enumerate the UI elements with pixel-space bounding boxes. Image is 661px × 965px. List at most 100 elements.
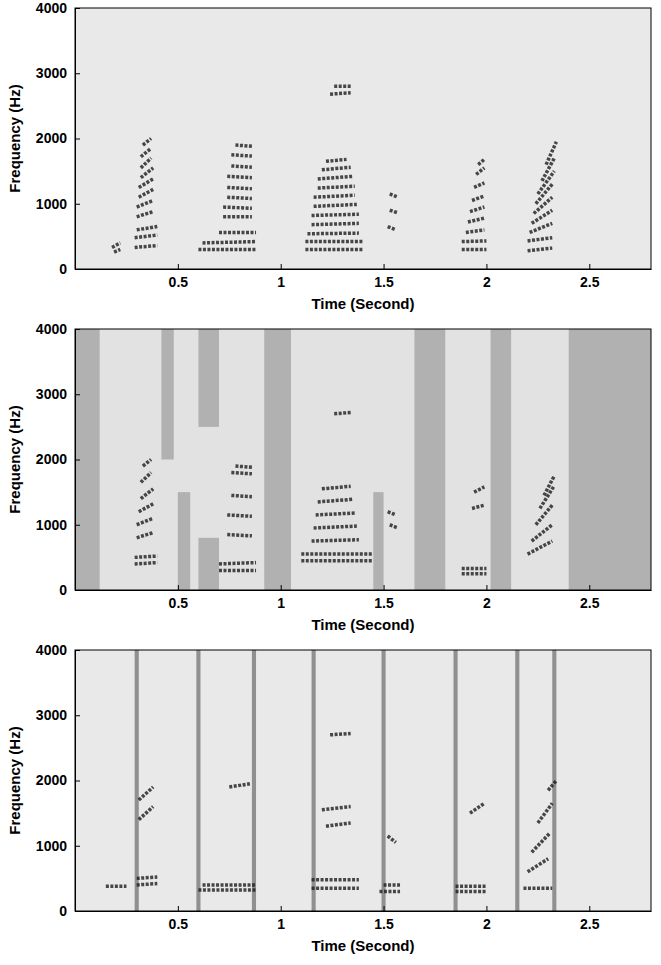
harmonic-streak <box>530 223 553 232</box>
x-tick: 1 <box>277 264 285 290</box>
plot-frame <box>75 650 651 911</box>
y-tick: 1000 <box>36 196 80 212</box>
x-tick-mark <box>589 264 590 269</box>
harmonic-streak <box>198 888 256 892</box>
y-tick-mark <box>75 781 80 782</box>
stripe <box>312 650 316 911</box>
harmonic-streak <box>301 552 373 556</box>
plot-frame <box>75 329 651 590</box>
x-tick-mark <box>384 585 385 590</box>
harmonic-streak <box>470 207 484 212</box>
x-tick-label: 1.5 <box>374 595 394 611</box>
harmonic-streak <box>203 242 256 243</box>
noise-region <box>161 329 173 460</box>
harmonic-streak <box>388 836 396 843</box>
y-tick-mark <box>75 460 80 461</box>
harmonic-streak <box>462 572 487 576</box>
x-tick: 2 <box>483 264 491 290</box>
x-tick-label: 1.5 <box>374 274 394 290</box>
harmonic-streak <box>314 195 355 197</box>
y-tick: 1000 <box>36 517 80 533</box>
x-tick-label: 1 <box>277 595 285 611</box>
y-axis-title: Frequency (Hz) <box>6 84 23 192</box>
x-tick-mark <box>178 585 179 590</box>
x-tick: 0.5 <box>169 906 189 932</box>
harmonic-streak <box>322 167 351 170</box>
harmonic-streak <box>388 227 396 230</box>
x-tick-mark <box>486 906 487 911</box>
x-tick-mark <box>486 585 487 590</box>
y-axis-title: Frequency (Hz) <box>6 726 23 834</box>
harmonic-streak <box>141 489 153 499</box>
harmonic-streak <box>538 803 552 823</box>
harmonic-streak <box>235 466 251 467</box>
y-tick-label: 3000 <box>36 65 67 81</box>
y-tick-label: 3000 <box>36 707 67 723</box>
harmonic-streak <box>139 179 153 187</box>
harmonic-streak <box>322 807 351 810</box>
harmonic-streak <box>143 139 151 146</box>
x-tick-label: 0.5 <box>169 916 189 932</box>
harmonic-streak <box>476 168 484 175</box>
y-tick-mark <box>75 715 80 716</box>
noise-region <box>373 492 383 590</box>
y-tick: 3000 <box>36 65 80 81</box>
harmonic-streak <box>227 197 252 198</box>
y-axis: 01000200030004000 <box>36 321 80 598</box>
harmonic-streak <box>528 238 553 241</box>
harmonic-streak <box>314 526 357 528</box>
x-tick: 2.5 <box>580 585 600 611</box>
harmonic-streak <box>137 533 153 538</box>
stripe <box>252 650 256 911</box>
x-axis-title: Time (Second) <box>311 937 414 954</box>
harmonic-streak <box>137 518 153 525</box>
noise-region <box>264 329 291 590</box>
harmonic-streak <box>456 884 487 888</box>
harmonic-streak <box>462 567 487 571</box>
harmonic-streak <box>135 235 158 238</box>
stripe <box>135 650 139 911</box>
plot-background <box>75 8 651 269</box>
harmonic-streak <box>528 541 553 554</box>
x-tick: 2 <box>483 585 491 611</box>
harmonic-streak <box>231 473 252 474</box>
panel: 0.511.522.501000200030004000Time (Second… <box>6 642 652 954</box>
y-tick-mark <box>75 394 80 395</box>
harmonic-streak <box>219 569 256 573</box>
y-tick-label: 4000 <box>36 0 67 16</box>
y-tick-label: 0 <box>59 261 67 277</box>
x-tick-mark <box>589 906 590 911</box>
harmonic-streak <box>532 525 553 541</box>
y-tick-mark <box>75 204 80 205</box>
harmonic-streak <box>390 210 398 213</box>
y-tick: 0 <box>59 903 80 919</box>
harmonic-streak <box>318 186 355 188</box>
harmonic-streak <box>312 223 359 224</box>
plot-frame <box>75 8 651 269</box>
y-tick: 1000 <box>36 838 80 854</box>
x-tick-mark <box>281 585 282 590</box>
x-tick-mark <box>281 906 282 911</box>
x-tick-mark <box>178 264 179 269</box>
x-axis-title: Time (Second) <box>311 295 414 312</box>
harmonic-streak <box>141 168 153 178</box>
x-tick: 1.5 <box>374 585 394 611</box>
marks <box>112 86 556 252</box>
x-tick-label: 2 <box>483 274 491 290</box>
x-axis: 0.511.522.5 <box>76 264 652 290</box>
x-tick-mark <box>486 264 487 269</box>
y-tick: 0 <box>59 582 80 598</box>
harmonic-streak <box>139 787 153 800</box>
x-tick-label: 1 <box>277 274 285 290</box>
harmonic-streak <box>536 505 552 525</box>
x-tick: 1 <box>277 906 285 932</box>
y-tick-mark <box>75 911 80 912</box>
harmonic-streak <box>548 781 556 791</box>
noise-region <box>491 329 512 590</box>
y-tick-mark <box>75 650 80 651</box>
x-tick-label: 2.5 <box>580 916 600 932</box>
harmonic-streak <box>135 563 158 564</box>
harmonic-streak <box>390 194 398 197</box>
y-tick-label: 2000 <box>36 130 67 146</box>
y-tick-label: 2000 <box>36 451 67 467</box>
